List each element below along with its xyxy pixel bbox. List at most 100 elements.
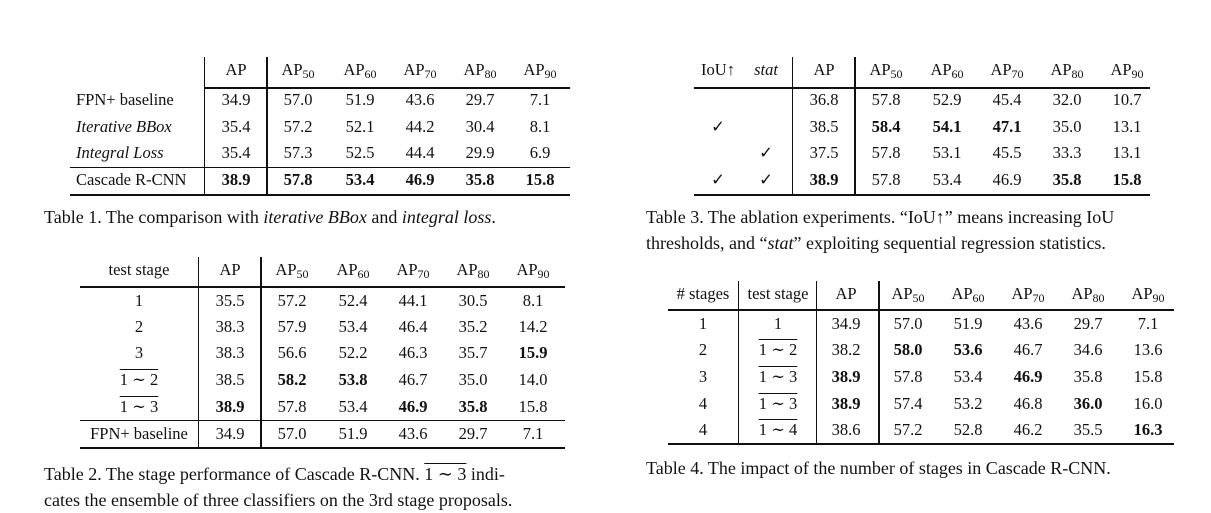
table-cell: 35.0 <box>458 370 488 389</box>
check-mark <box>694 140 742 166</box>
row-label: Cascade R-CNN <box>76 170 187 189</box>
table-cell: 52.5 <box>345 143 375 162</box>
caption-italic: iterative BBox <box>263 207 367 227</box>
check-mark <box>694 87 742 113</box>
table-cell: 15.8 <box>525 170 555 189</box>
row-label: 1 ∼ 3 <box>119 397 159 416</box>
table-cell: 57.2 <box>283 117 313 136</box>
column-header: AP80 <box>463 60 497 81</box>
table-cell: 51.9 <box>345 90 375 109</box>
caption-text: and <box>366 207 402 227</box>
table-cell: 45.5 <box>992 143 1022 162</box>
table-3-top-rule <box>694 87 1150 89</box>
table-cell: 57.4 <box>893 394 923 413</box>
column-header: AP80 <box>1050 60 1084 81</box>
column-header: AP50 <box>275 260 309 281</box>
row-label: Iterative BBox <box>76 117 172 136</box>
caption-italic: integral loss <box>401 207 492 227</box>
column-header: AP <box>219 260 241 279</box>
column-header: AP70 <box>403 60 437 81</box>
table-cell: 38.9 <box>809 170 839 189</box>
check-mark: ✓ <box>711 170 725 189</box>
column-header: AP50 <box>281 60 315 81</box>
table-cell: 52.2 <box>338 343 368 362</box>
column-header: AP70 <box>990 60 1024 81</box>
table-cell: 53.6 <box>953 340 983 359</box>
caption-text: ” exploiting sequential regression stati… <box>793 233 1106 253</box>
table-cell: 57.0 <box>277 424 307 443</box>
caption-text: Table 2. The stage performance of Cascad… <box>44 464 425 484</box>
table-cell: 35.4 <box>221 117 251 136</box>
column-header: AP50 <box>891 284 925 305</box>
column-header: AP70 <box>396 260 430 281</box>
table-cell: 54.1 <box>932 117 962 136</box>
table-cell: 38.5 <box>215 370 245 389</box>
table-3-caption: Table 3. The ablation experiments. “IoU↑… <box>646 204 1206 256</box>
column-header: AP60 <box>930 60 964 81</box>
table-cell: 56.6 <box>277 343 307 362</box>
table-cell: 58.2 <box>277 370 307 389</box>
table-cell: 52.8 <box>953 420 983 439</box>
table-1-bottom-rule <box>70 194 570 196</box>
table-3: IoU↑ stat AP AP50 AP60 AP70 AP80 AP90 36.8 57.8 5… <box>694 57 1150 197</box>
row-label: Integral Loss <box>76 143 164 162</box>
table-cell: 6.9 <box>529 143 551 162</box>
table-1-col-sep-2-body <box>266 87 268 195</box>
table-4: # stages test stage AP AP50 AP60 AP70 AP80 AP90… <box>668 281 1174 445</box>
row-label: 1 ∼ 2 <box>119 370 159 389</box>
caption-line: thresholds, and “stat” exploiting sequen… <box>646 230 1206 256</box>
table-cell: 33.3 <box>1052 143 1082 162</box>
table-cell: 36.8 <box>809 90 839 109</box>
row-label: 4 <box>698 420 708 439</box>
column-header: IoU↑ <box>701 60 735 79</box>
table-cell: 14.0 <box>518 370 548 389</box>
table-cell: 13.1 <box>1112 117 1142 136</box>
table-2-col-sep-1 <box>198 257 199 447</box>
table-cell: 46.3 <box>398 343 428 362</box>
table-cell: 37.5 <box>809 143 839 162</box>
table-cell: 46.2 <box>1013 420 1043 439</box>
table-cell: 57.2 <box>277 291 307 310</box>
column-header: AP <box>225 60 247 79</box>
table-3-col-sep-2 <box>854 57 856 195</box>
table-cell: 29.7 <box>458 424 488 443</box>
table-1-mid-rule <box>70 167 570 168</box>
table-cell: 38.9 <box>831 394 861 413</box>
table-2-top-rule <box>80 286 565 288</box>
table-cell: 29.7 <box>1073 314 1103 333</box>
table-cell: 8.1 <box>522 291 544 310</box>
table-cell: 35.8 <box>1073 367 1103 386</box>
table-4-caption: Table 4. The impact of the number of sta… <box>646 458 1111 478</box>
column-header: AP70 <box>1011 284 1045 305</box>
column-header: AP60 <box>343 60 377 81</box>
table-cell: 34.9 <box>215 424 245 443</box>
table-3-bottom-rule <box>694 194 1150 196</box>
row-label: 4 <box>698 394 708 413</box>
caption-text: thresholds, and “ <box>646 233 768 253</box>
row-label: 3 <box>134 343 144 362</box>
column-header: AP60 <box>336 260 370 281</box>
table-cell: 32.0 <box>1052 90 1082 109</box>
table-cell: 46.4 <box>398 317 428 336</box>
table-2-caption: Table 2. The stage performance of Cascad… <box>44 461 604 513</box>
column-header: AP90 <box>516 260 550 281</box>
table-cell: 57.8 <box>871 170 901 189</box>
check-mark <box>744 114 788 140</box>
column-header: AP60 <box>951 284 985 305</box>
table-cell: 53.1 <box>932 143 962 162</box>
table-4-col-sep-3 <box>878 281 880 444</box>
row-label: FPN+ baseline <box>90 424 188 443</box>
table-1-col-sep-1 <box>204 57 205 87</box>
table-cell: 15.8 <box>1133 367 1163 386</box>
check-mark: ✓ <box>711 117 725 136</box>
check-mark: ✓ <box>759 143 773 162</box>
column-header: AP80 <box>456 260 490 281</box>
table-cell: 38.2 <box>831 340 861 359</box>
row-label: 1 ∼ 3 <box>758 394 798 413</box>
caption-overline: 1 ∼ 3 <box>424 464 467 484</box>
table-cell: 58.4 <box>871 117 901 136</box>
table-cell: 53.4 <box>338 397 368 416</box>
table-cell: 35.2 <box>458 317 488 336</box>
table-cell: 57.0 <box>283 90 313 109</box>
table-cell: 34.9 <box>221 90 251 109</box>
